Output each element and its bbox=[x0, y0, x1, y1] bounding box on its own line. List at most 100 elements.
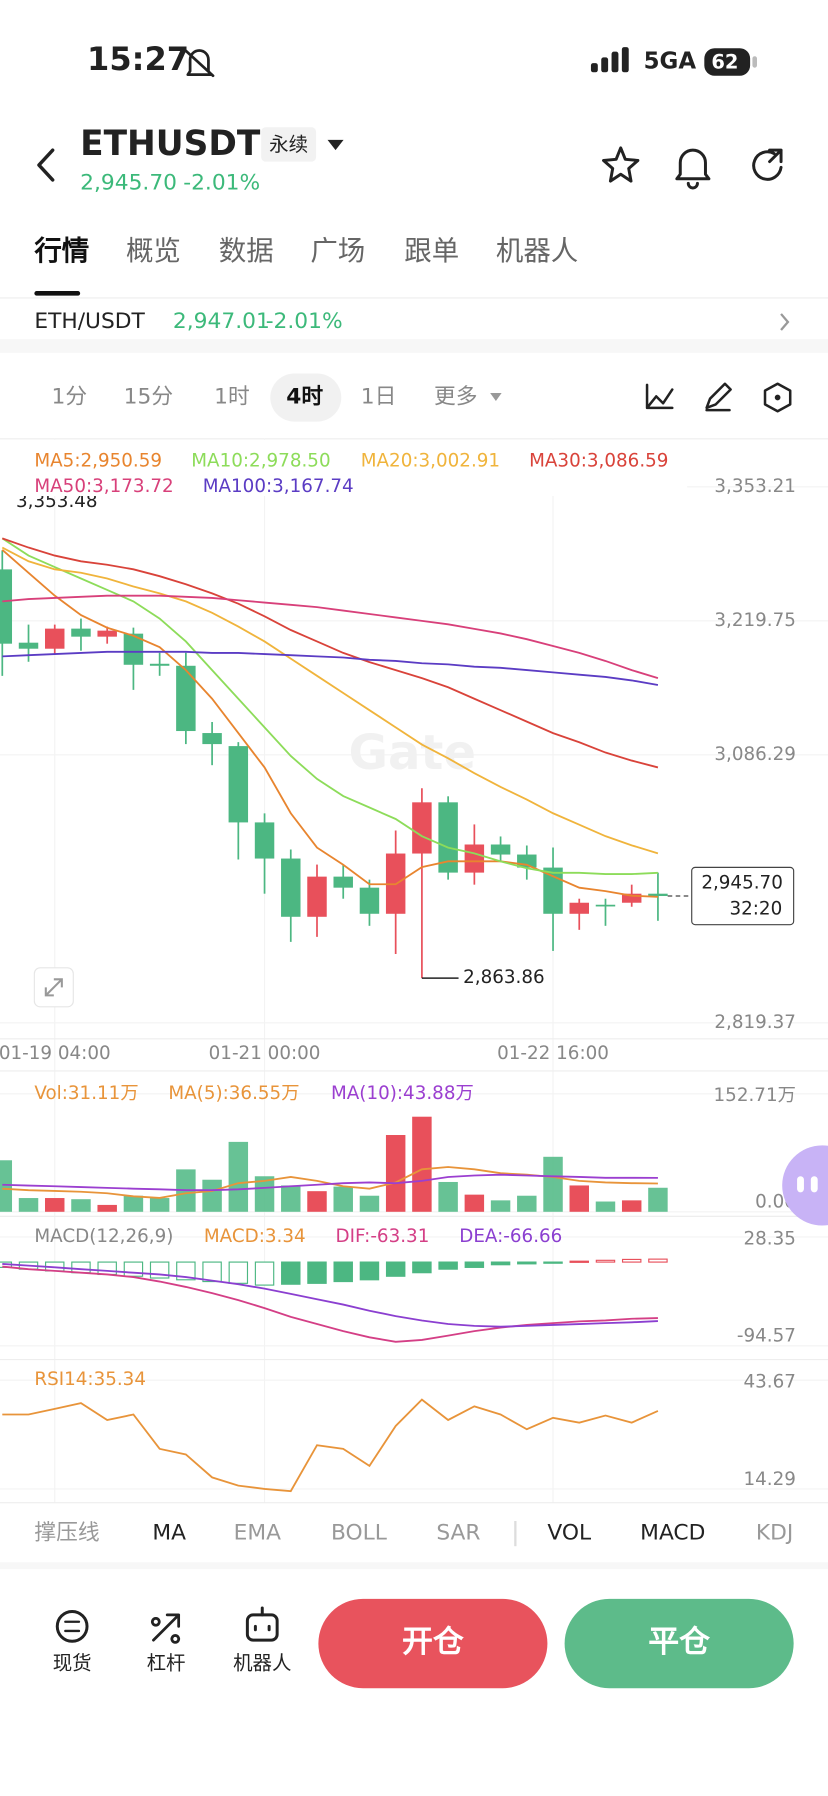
indicator-tab[interactable]: SAR bbox=[436, 1521, 480, 1546]
timeframe[interactable]: 1分 bbox=[52, 385, 88, 410]
volume-bar bbox=[254, 1176, 275, 1212]
volume-bar bbox=[228, 1141, 249, 1212]
indicator-tab[interactable]: MACD bbox=[640, 1521, 705, 1546]
candle-body bbox=[0, 569, 13, 644]
legend-entry: MA(5):36.55万 bbox=[168, 1083, 299, 1104]
signal-icon bbox=[590, 47, 629, 73]
timeframe[interactable]: 更多 bbox=[434, 385, 478, 410]
indicator-tab[interactable]: EMA bbox=[234, 1521, 282, 1546]
indicator-tab[interactable]: MA bbox=[152, 1521, 186, 1546]
indicator-tab[interactable]: BOLL bbox=[331, 1521, 387, 1546]
legend-entry: DIF:-63.31 bbox=[336, 1226, 430, 1247]
macd-bar bbox=[490, 1261, 511, 1266]
macd-bar bbox=[281, 1261, 301, 1285]
open-button[interactable] bbox=[318, 1598, 548, 1689]
open-label: 开仓 bbox=[402, 1624, 464, 1660]
tab[interactable]: 跟单 bbox=[404, 235, 459, 267]
y-tick-label: 14.29 bbox=[743, 1469, 795, 1490]
tab[interactable]: 概览 bbox=[126, 235, 181, 267]
legend-entry: DEA:-66.66 bbox=[459, 1226, 562, 1247]
indicator-tab[interactable]: KDJ bbox=[756, 1521, 793, 1546]
indicator-line bbox=[1, 537, 658, 875]
legend-bg bbox=[0, 439, 688, 497]
pair-change: -2.01% bbox=[266, 309, 343, 334]
assistant-bubble[interactable] bbox=[782, 1145, 828, 1226]
volume-bar bbox=[621, 1200, 642, 1212]
macd-bar bbox=[254, 1261, 275, 1286]
battery bbox=[704, 48, 751, 76]
macd-bar bbox=[333, 1261, 353, 1283]
macd-bar bbox=[412, 1261, 432, 1274]
pair-price: 2,947.01 bbox=[173, 309, 270, 334]
tab[interactable]: 行情 bbox=[33, 235, 89, 267]
tab[interactable]: 数据 bbox=[219, 235, 274, 267]
macd-bar bbox=[385, 1261, 406, 1277]
legend-entry: MA100:3,167.74 bbox=[203, 476, 354, 497]
candle-body bbox=[123, 633, 144, 665]
candle-body bbox=[490, 844, 511, 855]
indicator-tab[interactable]: VOL bbox=[547, 1521, 591, 1546]
link-label: 机器人 bbox=[233, 1652, 291, 1675]
draw-button[interactable] bbox=[705, 382, 732, 412]
timeframe[interactable]: 15分 bbox=[124, 385, 173, 410]
macd-bar bbox=[123, 1261, 144, 1277]
symbol: ETHUSDT bbox=[80, 124, 261, 164]
macd-bar bbox=[438, 1261, 458, 1270]
volume-bar bbox=[517, 1195, 537, 1212]
tab-indicator bbox=[34, 291, 81, 296]
indicator-line bbox=[1, 549, 658, 898]
tab[interactable]: 机器人 bbox=[496, 235, 578, 267]
contract-badge bbox=[261, 127, 317, 162]
volume-bar bbox=[0, 1160, 13, 1212]
macd-bar bbox=[228, 1261, 249, 1284]
timeframe[interactable]: 1日 bbox=[361, 385, 397, 410]
battery-cap bbox=[752, 56, 757, 68]
macd-bar bbox=[464, 1261, 485, 1268]
volume-bar bbox=[569, 1185, 589, 1212]
candle-body bbox=[71, 628, 91, 637]
settings-button[interactable] bbox=[763, 382, 792, 413]
candle-body bbox=[359, 887, 380, 914]
macd-bar bbox=[202, 1261, 222, 1283]
candle-body bbox=[18, 642, 39, 649]
volume-bar bbox=[359, 1195, 380, 1212]
indicator-button[interactable] bbox=[645, 383, 674, 410]
candle-body bbox=[254, 822, 275, 859]
pair-chevron[interactable] bbox=[780, 313, 790, 331]
volume-bar bbox=[97, 1204, 117, 1212]
back-button[interactable] bbox=[37, 148, 55, 182]
indicator-line bbox=[1, 546, 659, 855]
macd-bar bbox=[569, 1260, 589, 1263]
close-button[interactable] bbox=[564, 1598, 794, 1689]
macd-bar bbox=[176, 1261, 196, 1281]
margin-link[interactable]: 杠杆 bbox=[147, 1613, 186, 1675]
candle-body bbox=[438, 802, 458, 873]
countdown: 32:20 bbox=[729, 899, 782, 920]
indicator-line bbox=[2, 1262, 658, 1328]
more-dropdown[interactable] bbox=[490, 392, 502, 401]
favorite-button[interactable] bbox=[602, 146, 640, 183]
volume-bar bbox=[490, 1200, 511, 1212]
indicator-line bbox=[1, 537, 659, 769]
volume-bar bbox=[149, 1198, 170, 1212]
share-button[interactable] bbox=[752, 148, 783, 181]
tab[interactable]: 广场 bbox=[310, 235, 365, 267]
timeframe[interactable]: 4时 bbox=[286, 385, 323, 410]
battery-level: 62 bbox=[711, 51, 738, 74]
timeframe[interactable]: 1时 bbox=[214, 385, 250, 410]
last-price-label: 2,945.70 bbox=[701, 872, 783, 893]
alert-button[interactable] bbox=[675, 148, 711, 190]
macd-bar bbox=[97, 1261, 117, 1276]
spot-link[interactable]: 现货 bbox=[53, 1609, 92, 1675]
panel-label: Vol:31.11万 bbox=[34, 1083, 138, 1104]
legend-entry: MACD:3.34 bbox=[204, 1226, 306, 1247]
watermark: Gate bbox=[349, 725, 477, 781]
symbol-dropdown[interactable] bbox=[327, 139, 344, 151]
volume-bar bbox=[281, 1185, 301, 1212]
indicator-tab[interactable]: 撑压线 bbox=[34, 1521, 99, 1546]
pair: ETH/USDT bbox=[34, 309, 145, 334]
last-price-box bbox=[691, 866, 795, 926]
link-label: 杠杆 bbox=[147, 1652, 186, 1675]
bot-link[interactable]: 机器人 bbox=[233, 1606, 291, 1675]
